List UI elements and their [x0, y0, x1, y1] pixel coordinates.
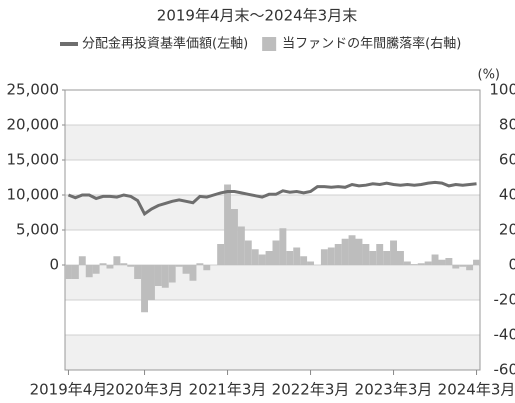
bar [265, 251, 273, 265]
bar [355, 238, 363, 265]
bar [320, 249, 328, 265]
bar [390, 240, 397, 265]
y-tick-label: 10,000 [7, 186, 60, 204]
bar [175, 265, 183, 267]
y2-unit: (%) [478, 68, 501, 83]
bar [279, 228, 287, 265]
x-tick-label: 2020年3月 [106, 381, 184, 399]
grid-band [65, 265, 480, 300]
grid-band [65, 335, 480, 370]
y2-tick-label: 60 [499, 151, 515, 169]
bar [244, 240, 252, 265]
y2-tick-label: -20 [494, 291, 515, 309]
bar [231, 209, 238, 265]
chart-title: 2019年4月末～2024年3月末 [157, 7, 357, 25]
bar [71, 265, 79, 279]
bar [445, 258, 453, 265]
y2-tick-label: 0 [508, 256, 515, 274]
y2-tick-label: 80 [499, 116, 515, 134]
bar [148, 265, 155, 300]
bar [258, 254, 266, 265]
y-tick-label: 20,000 [7, 116, 60, 134]
bar [376, 244, 384, 265]
bar [272, 240, 280, 265]
bar [369, 251, 377, 265]
x-tick-label: 2024年3月 [438, 381, 515, 399]
bar [168, 265, 176, 283]
bar [154, 265, 162, 286]
bar [286, 251, 294, 265]
y-tick-label: 25,000 [7, 81, 60, 99]
bar [348, 235, 356, 265]
bar [473, 259, 480, 265]
bar [113, 256, 121, 265]
bar [459, 265, 467, 267]
bar [120, 263, 128, 265]
legend-label: 当ファンドの年間騰落率(右軸) [282, 36, 461, 52]
y2-tick-label: -40 [494, 326, 515, 344]
y2-tick-label: 40 [499, 186, 515, 204]
bar [203, 265, 211, 271]
y-tick-label: 5,000 [16, 221, 59, 239]
bar [224, 184, 231, 265]
bar [383, 251, 391, 265]
bar [237, 226, 245, 265]
bar [307, 261, 314, 265]
bar [65, 265, 72, 279]
x-tick-label: 2023年3月 [355, 381, 433, 399]
bar [85, 265, 93, 278]
bar [293, 247, 301, 265]
bar [410, 264, 418, 265]
bar [217, 244, 225, 265]
bar [452, 265, 460, 269]
bar [417, 263, 425, 265]
x-tick-label: 2021年3月 [189, 381, 267, 399]
y2-tick-label: 100 [489, 81, 515, 99]
bar [397, 251, 404, 265]
bar [438, 259, 446, 265]
bar [362, 244, 370, 265]
y2-tick-label: 20 [499, 221, 515, 239]
bar [327, 247, 335, 265]
x-tick-label: 2019年4月 [30, 381, 108, 399]
bar [431, 254, 439, 265]
y-tick-label: 15,000 [7, 151, 60, 169]
bar [134, 265, 142, 279]
bar [424, 261, 432, 265]
grid-band [65, 125, 480, 160]
x-tick-label: 2022年3月 [272, 381, 350, 399]
bar [341, 238, 349, 265]
bar [78, 256, 86, 265]
bar [99, 263, 107, 265]
bar [300, 256, 308, 265]
grid-band [65, 195, 480, 230]
legend-swatch [262, 37, 277, 51]
bar [251, 249, 259, 265]
plot-frame [64, 89, 481, 371]
bar [403, 261, 411, 265]
bar [127, 265, 135, 267]
bar [334, 244, 342, 265]
bar [92, 265, 100, 274]
bar [466, 265, 474, 271]
line [67, 180, 477, 217]
bar [141, 265, 148, 313]
bar [106, 265, 114, 269]
bar [189, 265, 197, 281]
y-tick-label: 0 [49, 256, 59, 274]
y2-tick-label: -60 [494, 361, 515, 379]
bar [182, 265, 190, 274]
bar [196, 263, 204, 265]
legend-label: 分配金再投資基準価額(左軸) [82, 36, 248, 52]
bar [161, 265, 169, 288]
